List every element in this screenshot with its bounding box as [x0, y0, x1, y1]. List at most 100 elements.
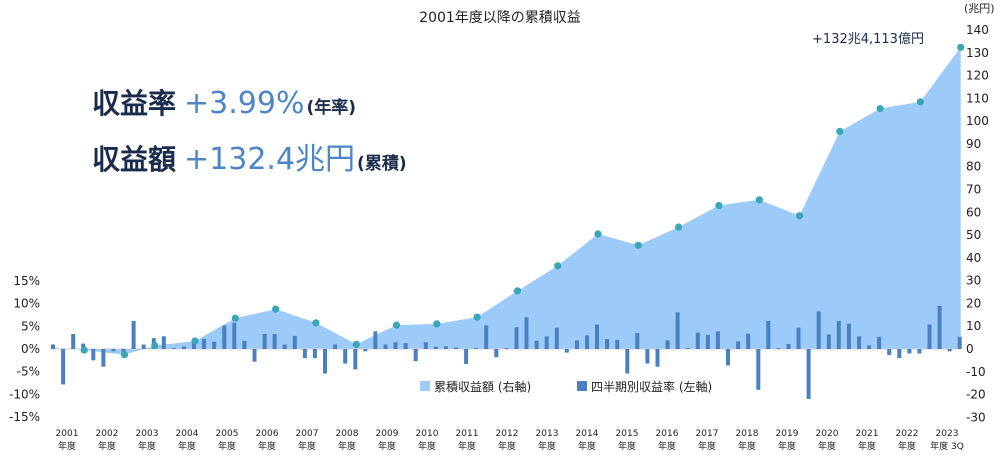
return-rate-label: 収益率 — [92, 87, 177, 120]
cumulative-marker — [755, 196, 763, 204]
right-axis-tick-label: 60 — [966, 205, 981, 219]
x-axis-year-label: 2015 — [616, 429, 639, 439]
x-axis-year-sublabel: 年度 — [818, 440, 836, 452]
quarterly-return-bar — [141, 344, 146, 349]
quarterly-return-bar — [766, 320, 771, 349]
x-axis-year-sublabel: 年度 — [178, 440, 196, 452]
quarterly-return-bar — [333, 344, 338, 349]
x-axis-year-sublabel: 年度 — [298, 440, 316, 452]
x-axis-year-label: 2005 — [216, 429, 239, 439]
quarterly-return-bar — [524, 317, 529, 349]
x-axis-year-label: 2003 — [136, 429, 159, 439]
cumulative-marker — [795, 212, 804, 220]
quarterly-return-bar — [272, 334, 277, 349]
return-rate-value: +3.99% — [184, 86, 305, 121]
quarterly-return-bar — [635, 333, 640, 349]
quarterly-return-bar — [826, 334, 831, 349]
quarterly-return-bar — [574, 340, 579, 349]
quarterly-return-bar — [81, 343, 86, 349]
quarterly-return-bar — [857, 336, 861, 349]
quarterly-return-bar — [665, 340, 670, 349]
legend-label-area: 累積収益額 (右軸) — [434, 379, 531, 394]
quarterly-return-bar — [232, 322, 237, 349]
x-axis-year-sublabel: 年度 — [658, 440, 676, 452]
quarterly-return-bar — [756, 349, 761, 390]
left-axis-tick-label: 10% — [13, 297, 40, 311]
quarterly-return-bar — [413, 349, 418, 362]
right-axis-tick-label: 0 — [966, 342, 974, 356]
quarterly-bar-layer — [51, 305, 962, 399]
x-axis-year-sublabel: 年度 3Q — [930, 440, 964, 452]
right-axis-tick-label: 50 — [966, 228, 981, 242]
right-axis: 1401301201101009080706050403020100-10-20… — [966, 23, 989, 424]
quarterly-return-bar — [877, 336, 882, 349]
cumulative-area-layer — [54, 47, 961, 355]
quarterly-return-bar — [685, 348, 690, 349]
quarterly-return-bar — [111, 349, 116, 352]
quarterly-return-bar — [323, 349, 327, 374]
quarterly-return-bar — [202, 339, 207, 349]
x-axis-year-label: 2009 — [376, 429, 399, 439]
quarterly-return-bar — [816, 311, 821, 349]
quarterly-return-bar — [292, 335, 297, 349]
x-axis-year-sublabel: 年度 — [378, 440, 396, 452]
quarterly-return-bar — [675, 312, 680, 349]
right-axis-tick-label: 80 — [966, 160, 981, 174]
x-axis-year-sublabel: 年度 — [418, 440, 436, 452]
quarterly-return-bar — [585, 335, 589, 349]
x-axis-year-label: 2021 — [856, 429, 879, 439]
quarterly-return-bar — [887, 349, 892, 355]
quarterly-return-bar — [91, 349, 96, 361]
x-axis-year-label: 2002 — [96, 429, 119, 439]
quarterly-return-bar — [373, 331, 378, 349]
quarterly-return-bar — [836, 320, 841, 349]
x-axis-year-label: 2011 — [456, 429, 479, 439]
x-axis-year-label: 2010 — [416, 429, 439, 439]
right-axis-tick-label: -10 — [966, 365, 986, 379]
x-axis-year-sublabel: 年度 — [538, 440, 556, 452]
cumulative-marker — [513, 287, 522, 295]
quarterly-return-bar — [61, 349, 66, 385]
x-axis-year-sublabel: 年度 — [58, 440, 76, 452]
x-axis-year-sublabel: 年度 — [858, 440, 876, 452]
x-axis-year-sublabel: 年度 — [578, 440, 596, 452]
quarterly-return-bar — [544, 336, 549, 349]
return-amount-headline: 収益額 +132.4兆円 (累積) — [92, 134, 407, 178]
x-axis-year-label: 2013 — [536, 429, 559, 439]
quarterly-return-bar — [343, 349, 348, 364]
quarterly-return-bar — [443, 346, 448, 349]
quarterly-return-bar — [212, 341, 217, 349]
quarterly-return-bar — [171, 348, 176, 349]
cumulative-marker — [352, 340, 360, 348]
quarterly-return-bar — [564, 349, 569, 353]
legend-label-bars: 四半期別収益率 (左軸) — [591, 379, 712, 394]
x-axis-year-sublabel: 年度 — [458, 440, 476, 452]
x-axis-year-sublabel: 年度 — [218, 440, 236, 452]
left-axis: 15% 10% 5% 0% -5% -10% -15% — [9, 274, 40, 424]
quarterly-return-bar — [736, 341, 741, 349]
quarterly-return-bar — [51, 344, 55, 349]
quarterly-return-bar — [907, 349, 912, 354]
quarterly-return-bar — [957, 336, 962, 349]
x-axis-year-label: 2022 — [896, 429, 919, 439]
quarterly-return-bar — [554, 327, 559, 349]
quarterly-return-bar — [182, 346, 186, 349]
x-axis-year-label: 2012 — [496, 429, 519, 439]
return-rate-headline: 収益率 +3.99% (年率) — [92, 82, 356, 122]
quarterly-return-bar — [746, 333, 751, 349]
x-axis-year-label: 2019 — [776, 429, 799, 439]
quarterly-return-bar — [705, 334, 710, 349]
quarterly-return-bar — [897, 349, 902, 359]
x-axis: 2001年度2002年度2003年度2004年度2005年度2006年度2007… — [56, 429, 964, 452]
quarterly-return-bar — [796, 327, 801, 349]
quarterly-return-bar — [947, 349, 952, 352]
cumulative-marker — [634, 241, 642, 249]
x-axis-year-label: 2014 — [576, 429, 599, 439]
left-axis-tick-label: 0% — [21, 342, 40, 356]
quarterly-return-bar — [806, 349, 811, 399]
right-axis-unit: (兆円) — [964, 2, 995, 15]
cumulative-marker — [957, 43, 965, 51]
right-axis-tick-label: 10 — [966, 319, 981, 333]
right-axis-tick-label: 30 — [966, 274, 981, 288]
